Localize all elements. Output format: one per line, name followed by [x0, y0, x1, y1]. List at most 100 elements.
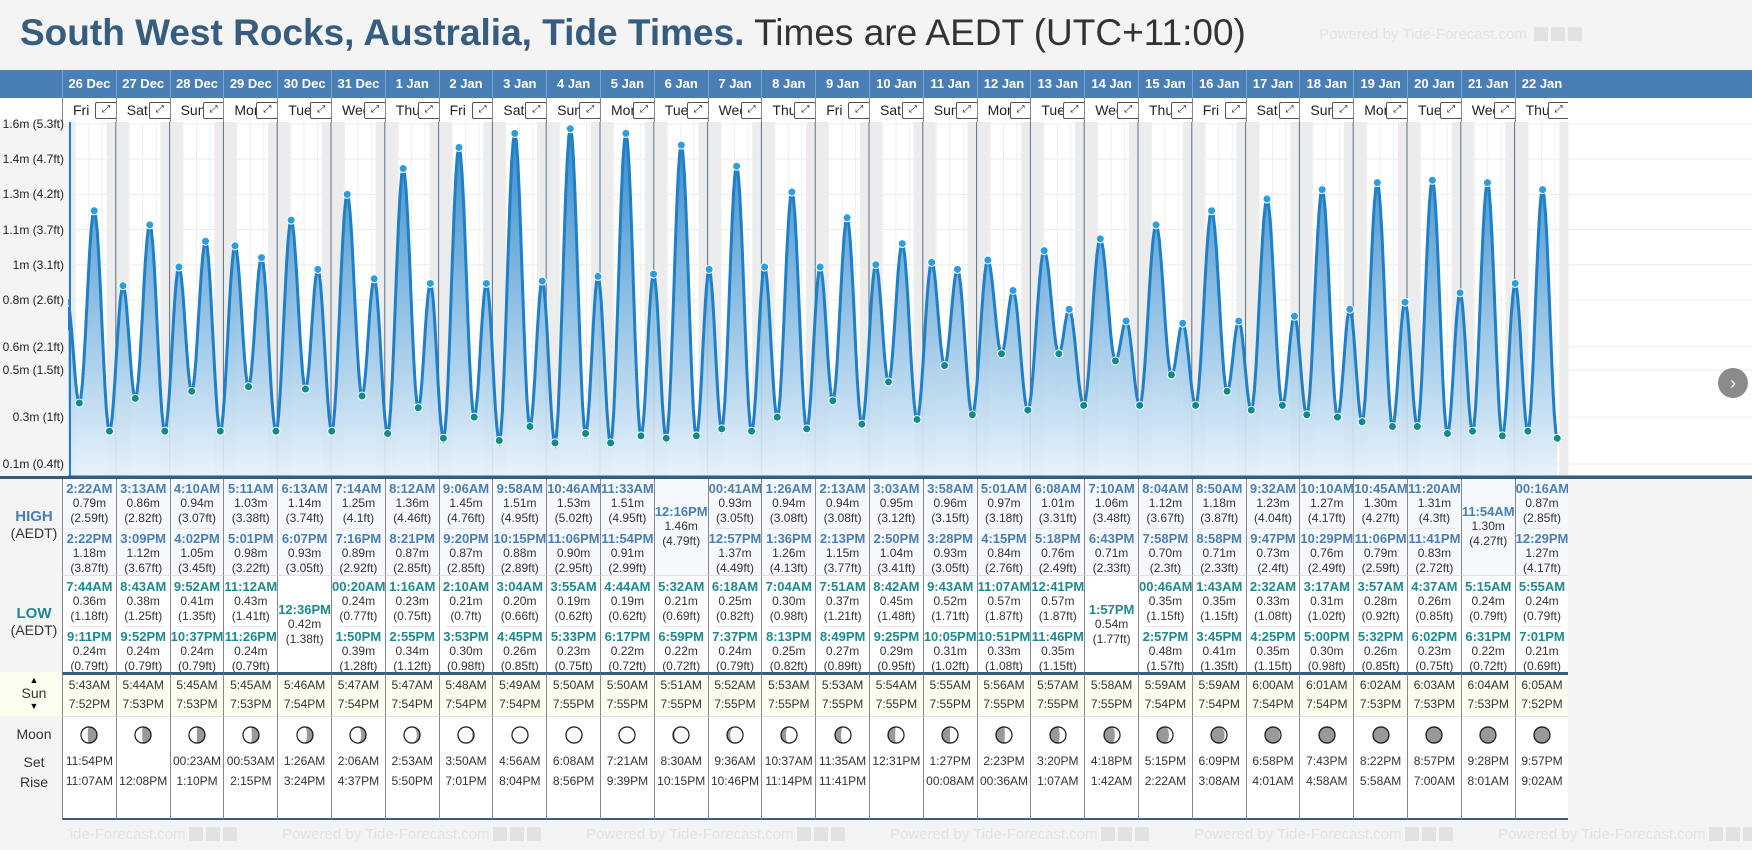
expand-icon[interactable]: ⤢	[525, 102, 547, 119]
date-header[interactable]: 22 Jan	[1514, 70, 1569, 98]
date-header[interactable]: 18 Jan	[1299, 70, 1353, 98]
moon-phase-icon	[295, 726, 314, 744]
date-header[interactable]: 10 Jan	[869, 70, 923, 98]
tide-height-m: 1.27m	[1525, 546, 1559, 560]
powered-by-link[interactable]: Powered by Tide-Forecast.com	[1319, 26, 1582, 43]
sun-cell: 5:54AM 7:55PM	[869, 672, 923, 716]
date-header[interactable]: 20 Jan	[1407, 70, 1461, 98]
moonset-label: Set	[23, 754, 45, 770]
divider	[983, 626, 1025, 627]
date-header[interactable]: 7 Jan	[707, 70, 762, 98]
expand-icon[interactable]: ⤢	[1117, 102, 1138, 119]
tide-height-ft: (0.98ft)	[769, 609, 808, 623]
tide-height-m: 0.35m	[1041, 644, 1075, 658]
high-tide-entry: 5:01PM 0.98m (3.22ft)	[224, 531, 277, 575]
high-tide-point	[842, 213, 852, 223]
date-header[interactable]: 1 Jan	[384, 70, 439, 98]
tide-height-m: 0.21m	[449, 594, 483, 608]
divider	[1521, 528, 1563, 529]
date-header[interactable]: 8 Jan	[761, 70, 815, 98]
expand-icon[interactable]: ⤢	[1171, 102, 1192, 119]
expand-icon[interactable]: ⤢	[848, 102, 869, 119]
date-header[interactable]: 6 Jan	[653, 70, 708, 98]
tide-height-ft: (3.12ft)	[877, 511, 916, 525]
low-tide-point	[691, 431, 701, 441]
date-header[interactable]: 13 Jan	[1030, 70, 1084, 98]
tide-height-ft: (2.92ft)	[339, 561, 378, 575]
high-tide-cell: 6:08AM 1.01m (3.31ft) 5:18PM 0.76m (2.49ft)	[1030, 478, 1085, 575]
tide-time: 11:06PM	[1354, 531, 1407, 546]
expand-icon[interactable]: ⤢	[95, 102, 116, 119]
tide-time: 2:13PM	[819, 531, 866, 546]
expand-icon[interactable]: ⤢	[1386, 102, 1407, 119]
expand-icon[interactable]: ⤢	[1224, 102, 1246, 119]
next-page-button[interactable]: ›	[1718, 368, 1748, 398]
expand-icon[interactable]: ⤢	[1278, 102, 1300, 119]
page-title: South West Rocks, Australia, Tide Times.…	[20, 12, 1246, 54]
date-header[interactable]: 2 Jan	[438, 70, 493, 98]
expand-icon[interactable]: ⤢	[740, 102, 762, 119]
date-header[interactable]: 31 Dec	[331, 70, 385, 98]
sunset-time: 7:54PM	[1144, 697, 1187, 711]
divider	[1306, 528, 1348, 529]
divider	[445, 626, 487, 627]
date-header[interactable]: 4 Jan	[546, 70, 600, 98]
date-header[interactable]: 12 Jan	[976, 70, 1031, 98]
date-header[interactable]: 21 Jan	[1460, 70, 1515, 98]
tide-time: 6:18AM	[711, 579, 759, 594]
high-tide-point	[1262, 194, 1272, 204]
date-header[interactable]: 17 Jan	[1245, 70, 1300, 98]
tide-height-m: 0.39m	[341, 644, 376, 658]
date-header[interactable]: 19 Jan	[1353, 70, 1407, 98]
date-header[interactable]: 16 Jan	[1191, 70, 1246, 98]
expand-icon[interactable]: ⤢	[256, 102, 278, 119]
expand-icon[interactable]: ⤢	[1493, 102, 1515, 119]
date-header[interactable]: 29 Dec	[223, 70, 277, 98]
moon-cell: 4:18PM 1:42AM	[1084, 716, 1138, 820]
expand-icon[interactable]: ⤢	[1440, 102, 1461, 119]
tide-height-m: 0.98m	[234, 546, 268, 560]
date-header[interactable]: 14 Jan	[1084, 70, 1138, 98]
date-header[interactable]: 27 Dec	[115, 70, 170, 98]
expand-icon[interactable]: ⤢	[686, 102, 708, 119]
logo-icon	[1100, 827, 1115, 841]
tide-height-ft: (0.72ft)	[1469, 659, 1508, 672]
tide-time: 9:20PM	[443, 531, 489, 546]
date-header[interactable]: 26 Dec	[62, 70, 116, 98]
expand-icon[interactable]: ⤢	[1547, 102, 1569, 119]
date-header[interactable]: 9 Jan	[815, 70, 869, 98]
date-header[interactable]: 11 Jan	[922, 70, 977, 98]
expand-icon[interactable]: ⤢	[310, 102, 331, 119]
date-header[interactable]: 28 Dec	[169, 70, 224, 98]
tide-height-m: 0.35m	[1148, 594, 1183, 608]
date-header[interactable]: 15 Jan	[1138, 70, 1192, 98]
expand-icon[interactable]: ⤢	[1332, 102, 1354, 119]
sun-cell: 5:58AM 7:55PM	[1084, 672, 1138, 716]
low-tide-point	[1054, 349, 1064, 359]
expand-icon[interactable]: ⤢	[633, 102, 654, 119]
expand-icon[interactable]: ⤢	[579, 102, 600, 119]
tide-height-m: 0.87m	[395, 546, 429, 560]
expand-icon[interactable]: ⤢	[148, 102, 170, 119]
expand-icon[interactable]: ⤢	[902, 102, 923, 119]
date-header[interactable]: 3 Jan	[492, 70, 546, 98]
moon-phase-icon	[833, 726, 852, 744]
high-tide-entry: 5:18PM 0.76m (2.49ft)	[1031, 531, 1084, 575]
date-header[interactable]: 30 Dec	[277, 70, 331, 98]
expand-icon[interactable]: ⤢	[1063, 102, 1085, 119]
tide-time: 12:57PM	[708, 531, 762, 546]
tide-time: 9:58AM	[496, 481, 543, 496]
expand-icon[interactable]: ⤢	[417, 102, 439, 119]
sunset-time: 7:55PM	[983, 697, 1025, 711]
expand-icon[interactable]: ⤢	[202, 102, 224, 119]
expand-icon[interactable]: ⤢	[794, 102, 816, 119]
weekday-cell: Fri ⤢	[62, 98, 116, 122]
sun-cell: 5:47AM 7:54PM	[384, 672, 439, 716]
expand-icon[interactable]: ⤢	[955, 102, 977, 119]
sunrise-time: 6:03AM	[1413, 678, 1456, 692]
expand-icon[interactable]: ⤢	[471, 102, 493, 119]
expand-icon[interactable]: ⤢	[364, 102, 385, 119]
divider	[69, 528, 110, 529]
expand-icon[interactable]: ⤢	[1009, 102, 1031, 119]
date-header[interactable]: 5 Jan	[600, 70, 654, 98]
